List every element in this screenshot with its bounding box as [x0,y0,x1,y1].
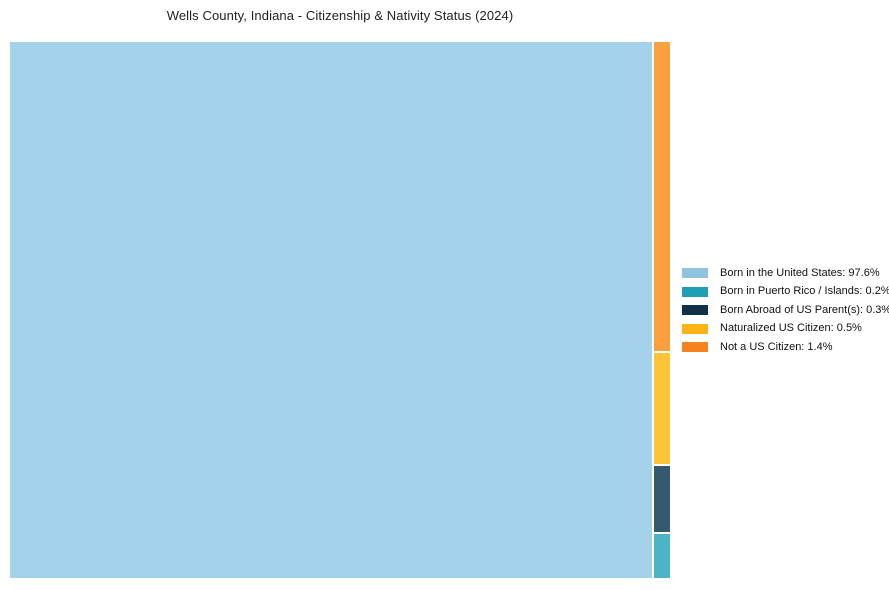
legend-label-born-abroad-us-parents: Born Abroad of US Parent(s): 0.3% [720,303,889,316]
legend-swatch-not-a-us-citizen [682,342,708,353]
legend-label-not-a-us-citizen: Not a US Citizen: 1.4% [720,340,833,353]
legend-item-naturalized-us-citizen[interactable]: Naturalized US Citizen: 0.5% [682,320,889,339]
legend-item-born-in-us[interactable]: Born in the United States: 97.6% [682,264,889,283]
legend-label-naturalized-us-citizen: Naturalized US Citizen: 0.5% [720,322,862,335]
treemap-tile-born-in-puerto-rico-islands[interactable] [654,533,670,578]
legend-item-born-abroad-us-parents[interactable]: Born Abroad of US Parent(s): 0.3% [682,301,889,320]
treemap-tile-not-a-us-citizen[interactable] [654,42,670,352]
legend-swatch-born-in-us [682,268,708,279]
treemap-tile-born-abroad-us-parents[interactable] [654,465,670,532]
legend-item-not-a-us-citizen[interactable]: Not a US Citizen: 1.4% [682,338,889,357]
legend-swatch-naturalized-us-citizen [682,323,708,334]
chart-title: Wells County, Indiana - Citizenship & Na… [166,8,514,23]
legend-label-born-in-puerto-rico-islands: Born in Puerto Rico / Islands: 0.2% [720,285,889,298]
legend-swatch-born-in-puerto-rico-islands [682,286,708,297]
legend-item-born-in-puerto-rico-islands[interactable]: Born in Puerto Rico / Islands: 0.2% [682,283,889,302]
legend: Born in the United States: 97.6% Born in … [682,264,889,357]
treemap-tile-born-in-us[interactable] [10,42,652,578]
legend-label-born-in-us: Born in the United States: 97.6% [720,266,880,279]
legend-swatch-born-abroad-us-parents [682,305,708,316]
treemap-tile-naturalized-us-citizen[interactable] [654,353,670,464]
